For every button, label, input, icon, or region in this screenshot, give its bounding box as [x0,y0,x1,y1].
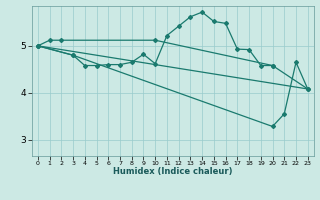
X-axis label: Humidex (Indice chaleur): Humidex (Indice chaleur) [113,167,233,176]
